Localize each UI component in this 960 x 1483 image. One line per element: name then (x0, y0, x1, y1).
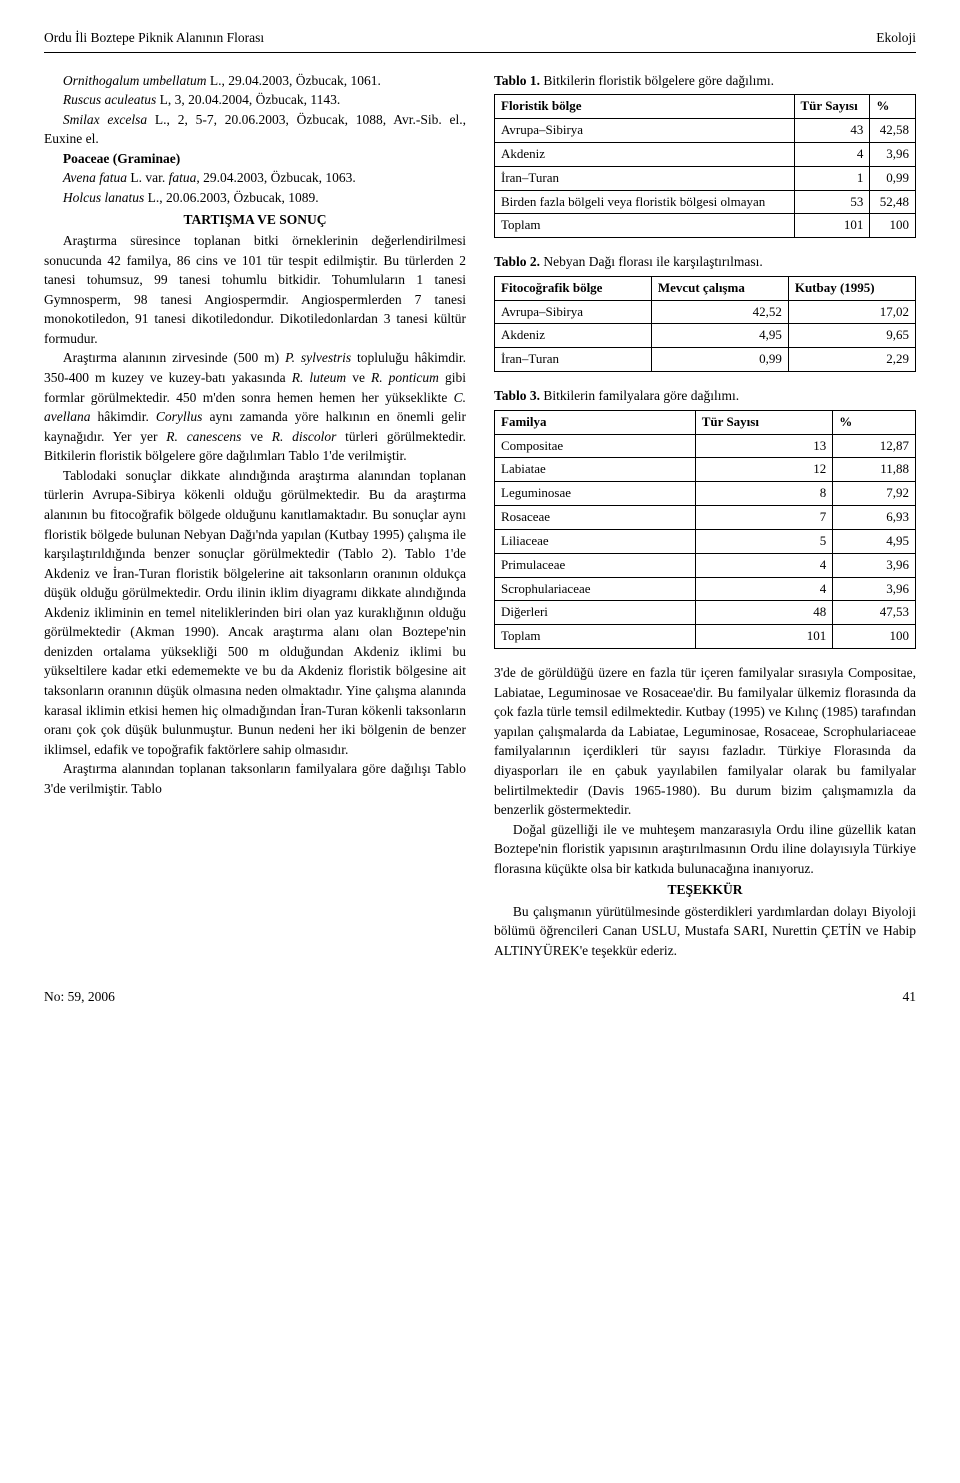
species-name: Smilax excelsa (63, 112, 147, 127)
species-var: fatua (169, 170, 197, 185)
species-name: Ornithogalum umbellatum (63, 73, 207, 88)
taxon: R. ponticum (371, 370, 439, 385)
section-heading-thanks: TEŞEKKÜR (494, 880, 916, 900)
species-entry: Holcus lanatus L., 20.06.2003, Özbucak, … (44, 188, 466, 208)
table-row: İran–Turan10,99 (495, 166, 916, 190)
body-paragraph: Araştırma alanından toplanan taksonların… (44, 759, 466, 798)
family-heading: Poaceae (Graminae) (44, 149, 466, 169)
page-footer: No: 59, 2006 41 (44, 987, 916, 1007)
table-2-caption: Tablo 2. Nebyan Dağı florası ile karşıla… (494, 252, 916, 272)
table-row: Liliaceae54,95 (495, 529, 916, 553)
species-entry: Smilax excelsa L., 2, 5-7, 20.06.2003, Ö… (44, 110, 466, 149)
species-entry: Avena fatua L. var. fatua, 29.04.2003, Ö… (44, 168, 466, 188)
table-row: Avrupa–Sibirya4342,58 (495, 118, 916, 142)
running-head-right: Ekoloji (876, 28, 916, 48)
two-column-layout: Ornithogalum umbellatum L., 29.04.2003, … (44, 71, 916, 961)
table-row: Akdeniz4,959,65 (495, 324, 916, 348)
table-row: Labiatae1211,88 (495, 458, 916, 482)
species-detail: , 29.04.2003, Özbucak, 1063. (196, 170, 355, 185)
table-row: Birden fazla bölgeli veya floristik bölg… (495, 190, 916, 214)
footer-issue: No: 59, 2006 (44, 987, 115, 1007)
table-row: İran–Turan0,992,29 (495, 348, 916, 372)
species-detail: L., 29.04.2003, Özbucak, 1061. (207, 73, 381, 88)
taxon: P. sylvestris (285, 350, 351, 365)
footer-page-number: 41 (903, 987, 917, 1007)
table-2: Fitocoğrafik bölge Mevcut çalışma Kutbay… (494, 276, 916, 372)
table-3: Familya Tür Sayısı % Compositae1312,87 L… (494, 410, 916, 649)
table-row: Rosaceae76,93 (495, 506, 916, 530)
table-header-row: Fitocoğrafik bölge Mevcut çalışma Kutbay… (495, 276, 916, 300)
table-3-caption: Tablo 3. Bitkilerin familyalara göre dağ… (494, 386, 916, 406)
table-row: Scrophulariaceae43,96 (495, 577, 916, 601)
species-detail: L. var. (127, 170, 169, 185)
section-heading-discussion: TARTIŞMA VE SONUÇ (44, 210, 466, 230)
header-rule (44, 52, 916, 53)
col-header: Tür Sayısı (794, 95, 870, 119)
col-header: Tür Sayısı (695, 410, 832, 434)
body-paragraph: Tablodaki sonuçlar dikkate alındığında a… (44, 466, 466, 759)
table-1: Floristik bölge Tür Sayısı % Avrupa–Sibi… (494, 94, 916, 238)
table-row: Toplam101100 (495, 214, 916, 238)
table-header-row: Familya Tür Sayısı % (495, 410, 916, 434)
table-row: Primulaceae43,96 (495, 553, 916, 577)
table-row: Diğerleri4847,53 (495, 601, 916, 625)
species-detail: L, 3, 20.04.2004, Özbucak, 1143. (156, 92, 340, 107)
body-paragraph: Araştırma süresince toplanan bitki örnek… (44, 231, 466, 348)
taxon: Coryllus (156, 409, 203, 424)
col-header: Familya (495, 410, 696, 434)
col-header: Mevcut çalışma (651, 276, 788, 300)
col-header: Kutbay (1995) (788, 276, 915, 300)
species-name: Avena fatua (63, 170, 127, 185)
taxon: R. discolor (272, 429, 337, 444)
running-head-left: Ordu İli Boztepe Piknik Alanının Florası (44, 28, 264, 48)
body-paragraph: Doğal güzelliği ile ve muhteşem manzaras… (494, 820, 916, 879)
body-paragraph: 3'de de görüldüğü üzere en fazla tür içe… (494, 663, 916, 820)
table-row: Akdeniz43,96 (495, 142, 916, 166)
col-header: % (870, 95, 916, 119)
col-header: Floristik bölge (495, 95, 795, 119)
left-column: Ornithogalum umbellatum L., 29.04.2003, … (44, 71, 466, 961)
table-row: Avrupa–Sibirya42,5217,02 (495, 300, 916, 324)
table-row: Compositae1312,87 (495, 434, 916, 458)
col-header: Fitocoğrafik bölge (495, 276, 652, 300)
table-row: Toplam101100 (495, 625, 916, 649)
species-name: Ruscus aculeatus (63, 92, 156, 107)
species-entry: Ornithogalum umbellatum L., 29.04.2003, … (44, 71, 466, 91)
species-detail: L., 20.06.2003, Özbucak, 1089. (144, 190, 318, 205)
table-1-caption: Tablo 1. Bitkilerin floristik bölgelere … (494, 71, 916, 91)
taxon: R. canescens (166, 429, 241, 444)
taxon: R. luteum (292, 370, 346, 385)
species-entry: Ruscus aculeatus L, 3, 20.04.2004, Özbuc… (44, 90, 466, 110)
page-header: Ordu İli Boztepe Piknik Alanının Florası… (44, 28, 916, 48)
body-paragraph: Bu çalışmanın yürütülmesinde gösterdikle… (494, 902, 916, 961)
body-paragraph: Araştırma alanının zirvesinde (500 m) P.… (44, 348, 466, 465)
col-header: % (833, 410, 916, 434)
right-column: Tablo 1. Bitkilerin floristik bölgelere … (494, 71, 916, 961)
table-header-row: Floristik bölge Tür Sayısı % (495, 95, 916, 119)
table-row: Leguminosae87,92 (495, 482, 916, 506)
species-name: Holcus lanatus (63, 190, 144, 205)
